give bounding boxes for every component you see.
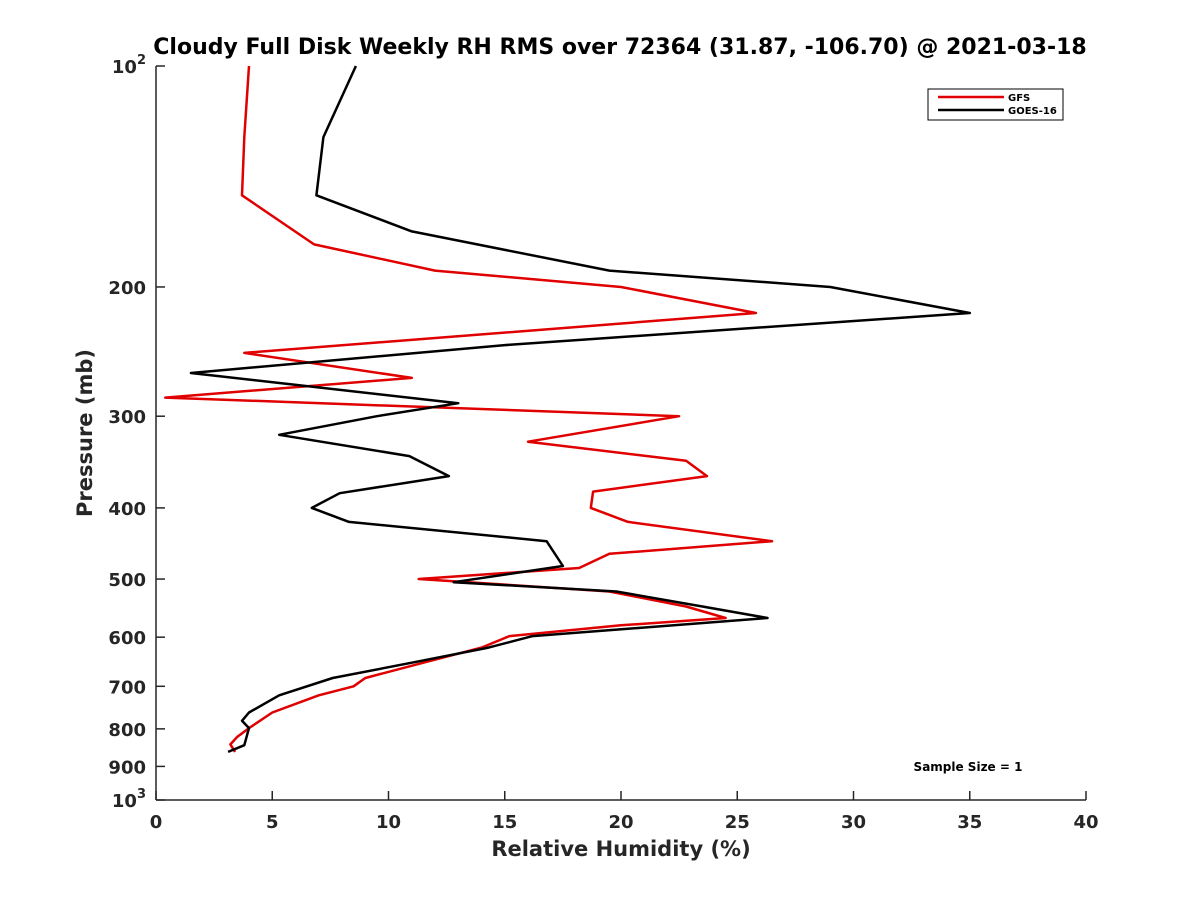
x-axis-label: Relative Humidity (%) <box>491 837 750 861</box>
series-line-gfs <box>164 65 774 753</box>
chart-title: Cloudy Full Disk Weekly RH RMS over 7236… <box>153 35 1086 60</box>
y-tick-label: 200 <box>108 278 146 299</box>
series-line-goes16 <box>189 65 972 754</box>
y-tick-label: 800 <box>108 720 146 741</box>
legend: GFS GOES-16 <box>927 88 1064 121</box>
x-axis-ticks: 0 5 10 15 20 25 30 35 40 <box>150 791 1099 833</box>
x-tick-label: 40 <box>1073 812 1098 833</box>
x-tick-label: 10 <box>376 812 401 833</box>
y-tick-label: 400 <box>108 499 146 520</box>
y-tick-label: 900 <box>108 757 146 778</box>
x-tick-label: 15 <box>492 812 517 833</box>
x-tick-label: 30 <box>841 812 866 833</box>
y-tick-label: 700 <box>108 677 146 698</box>
x-tick-label: 5 <box>266 812 279 833</box>
y-tick-label: 600 <box>108 628 146 649</box>
legend-label-gfs: GFS <box>1008 93 1030 104</box>
x-tick-label: 20 <box>608 812 633 833</box>
legend-box <box>927 88 1064 121</box>
series-lines <box>164 65 972 754</box>
x-tick-label: 25 <box>725 812 750 833</box>
y-axis-label: Pressure (mb) <box>73 349 97 517</box>
x-tick-label: 35 <box>957 812 982 833</box>
x-tick-label: 0 <box>150 812 163 833</box>
sample-size-annotation: Sample Size = 1 <box>914 760 1023 774</box>
y-tick-label: 500 <box>108 570 146 591</box>
legend-label-goes16: GOES-16 <box>1008 106 1057 117</box>
y-tick-label: 300 <box>108 407 146 428</box>
